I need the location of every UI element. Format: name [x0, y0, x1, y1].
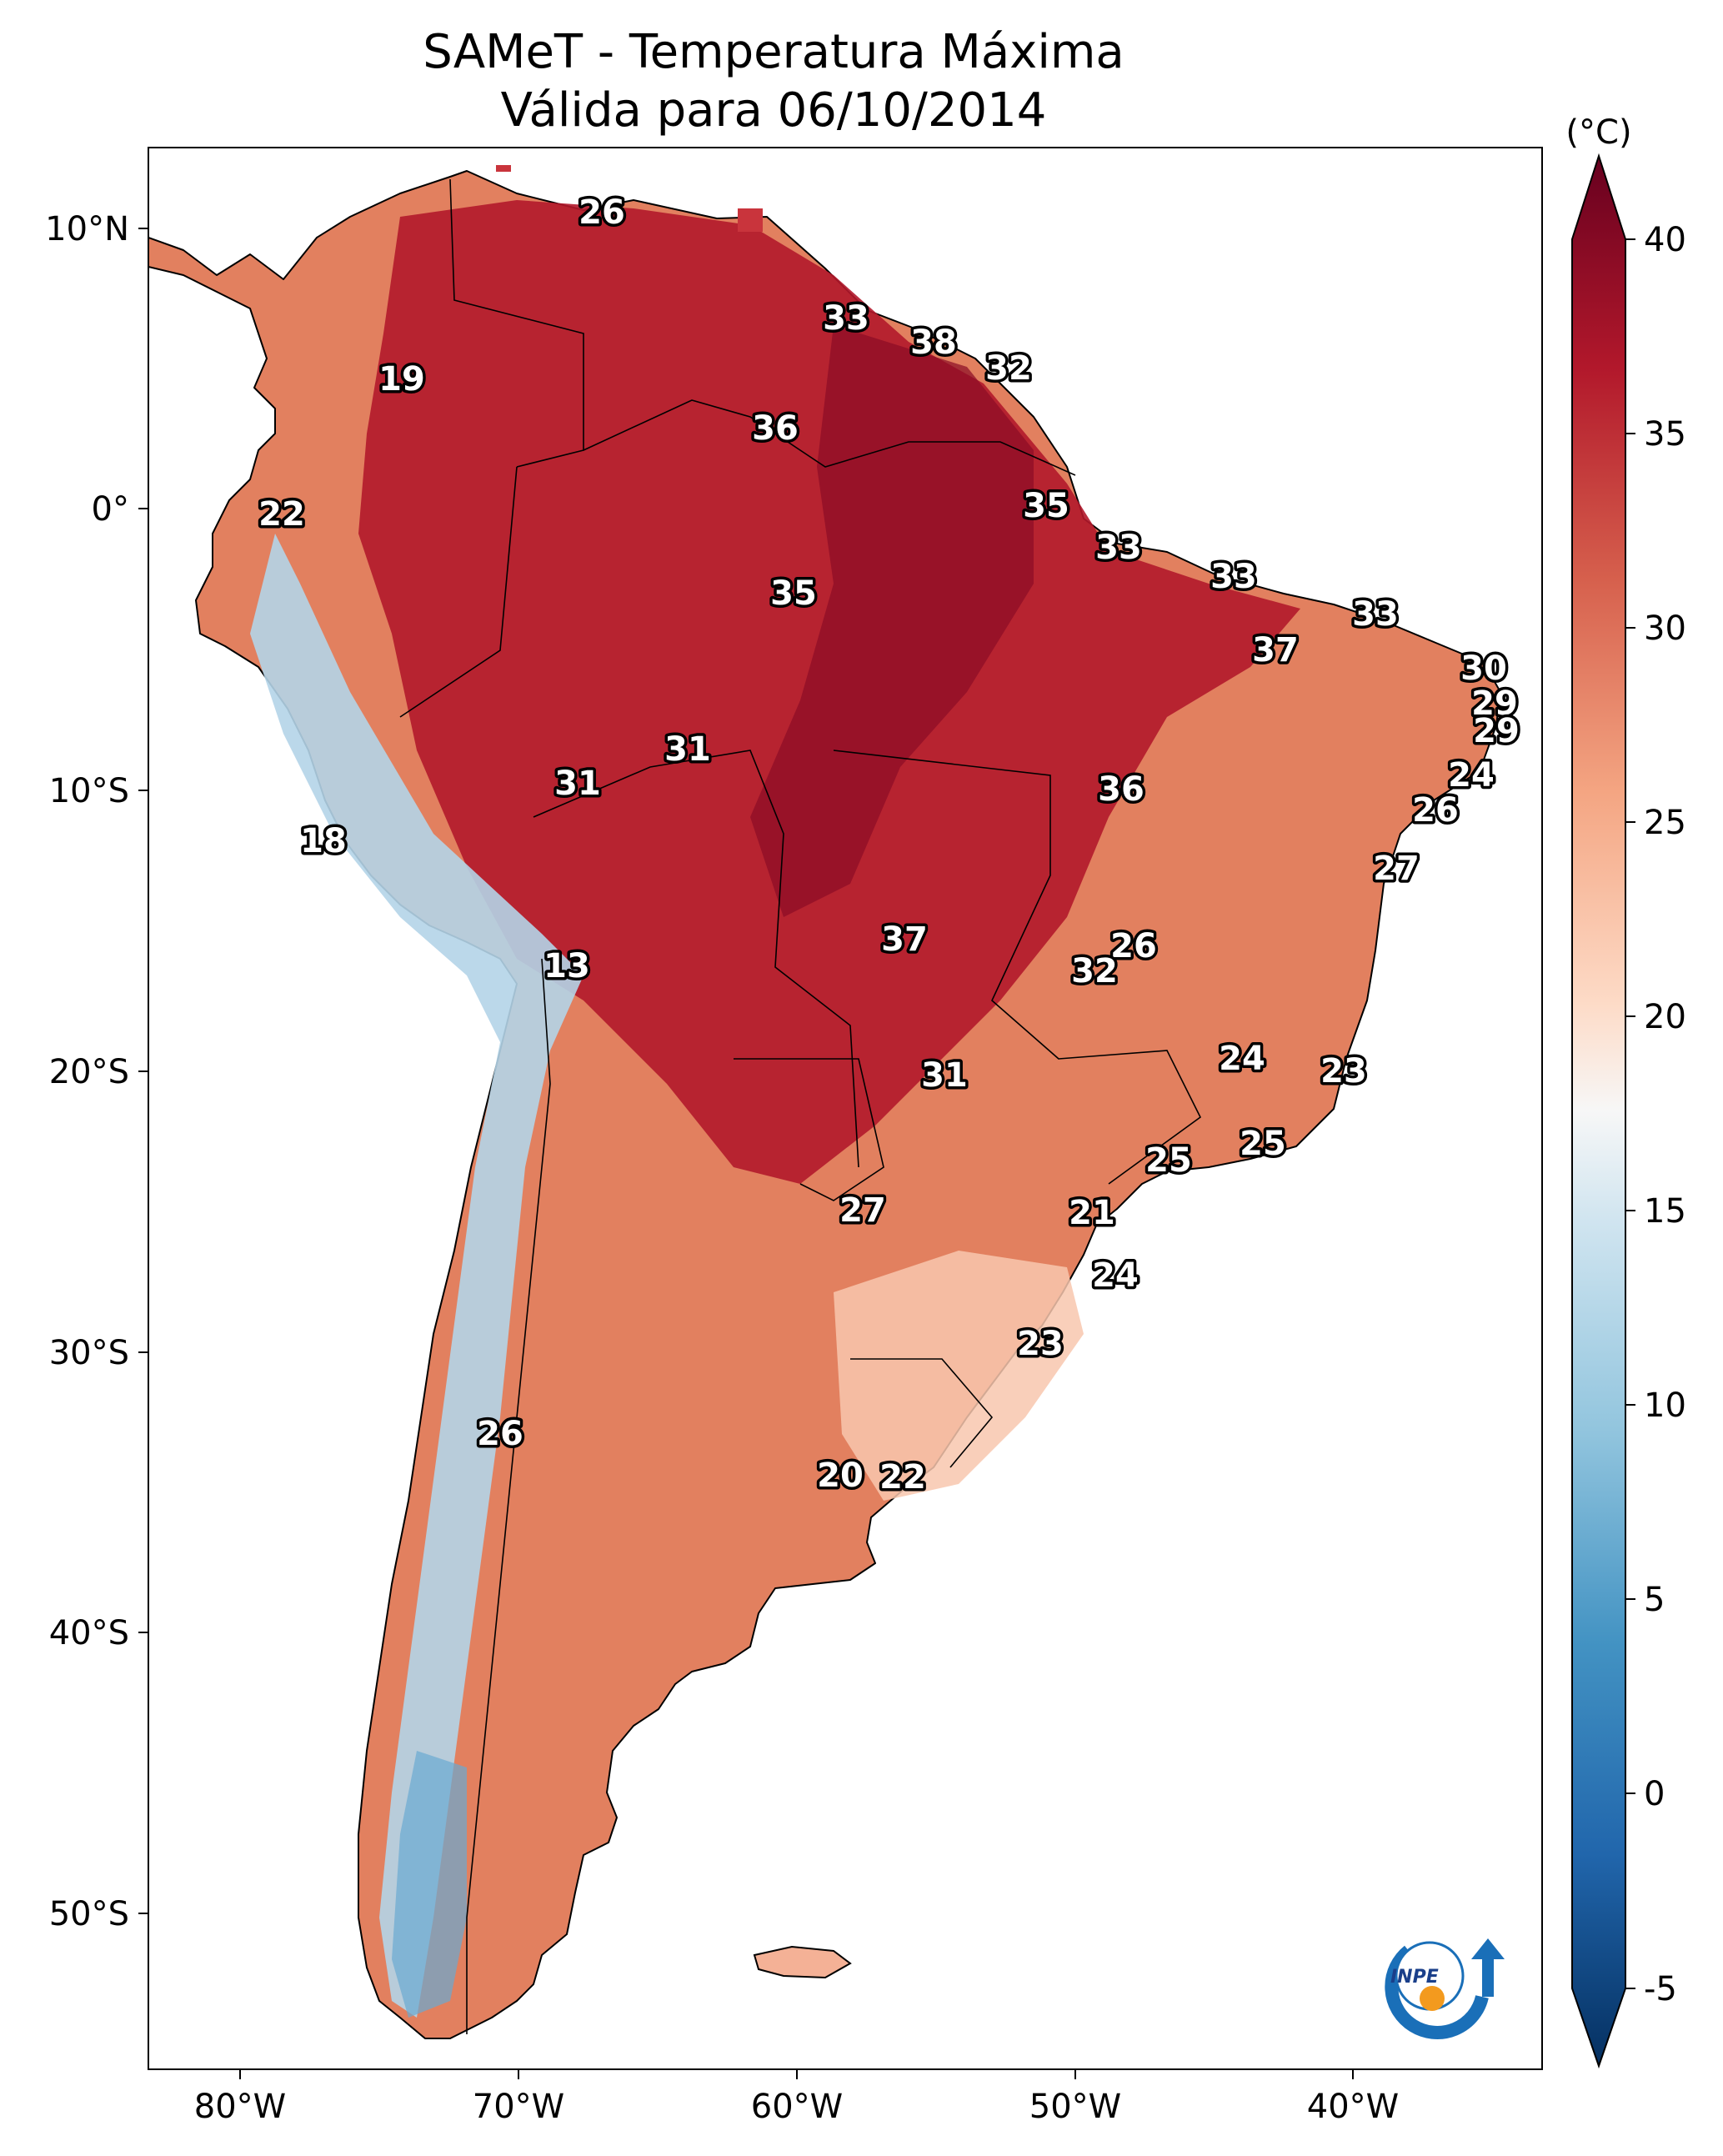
station-values: 26 33 38 32 19 36 22 35 33 35 33 33 37 3…	[256, 191, 1523, 1500]
colorbar-unit: (°C)	[1565, 113, 1631, 152]
lat-label: 0°	[92, 490, 129, 529]
station-value: 26	[477, 1415, 523, 1453]
station-value: 36	[752, 409, 799, 448]
colorbar-tick-label: 20	[1644, 998, 1686, 1036]
lon-label: 40°W	[1307, 2088, 1399, 2126]
station-value: 24	[1448, 756, 1495, 795]
border-argentina-chile	[466, 958, 551, 2034]
border-paraguay	[734, 1058, 884, 1201]
station-value: 37	[1252, 631, 1299, 669]
border-bolivia	[533, 750, 859, 1168]
lat-label: 40°S	[49, 1614, 129, 1652]
trinidad-island	[738, 208, 763, 232]
station-value: 21	[1069, 1194, 1115, 1232]
border-peru-brazil	[399, 466, 518, 718]
colorbar-tick-label: 15	[1644, 1192, 1686, 1231]
logo-sun-dot	[1420, 1986, 1445, 2011]
station-value: 29	[1471, 684, 1518, 723]
lon-label: 80°W	[194, 2088, 286, 2126]
colorbar-tick-label: 30	[1644, 609, 1686, 648]
border-colombia-venezuela	[449, 178, 584, 468]
station-value: 22	[258, 495, 305, 534]
lon-label: 60°W	[751, 2088, 843, 2126]
colorbar-tick-label: 0	[1644, 1775, 1665, 1813]
title-line-2: Válida para 06/10/2014	[500, 83, 1047, 138]
colorbar-ticks	[1625, 238, 1635, 1989]
station-value: 30	[1460, 649, 1507, 688]
station-value: 20	[817, 1457, 864, 1495]
station-value: 31	[664, 730, 711, 769]
title-line-1: SAMeT - Temperatura Máxima	[423, 25, 1124, 79]
border-brazil-north	[583, 399, 1076, 476]
lon-labels: 80°W 70°W 60°W 50°W 40°W	[194, 2088, 1399, 2126]
station-value: 32	[985, 349, 1032, 388]
station-value: 26	[1412, 791, 1459, 830]
andes-cold-zone	[250, 534, 584, 2018]
aruba-island	[496, 165, 511, 172]
station-value: 33	[1210, 558, 1257, 596]
station-value: 27	[839, 1191, 886, 1230]
station-value: 26	[579, 193, 625, 232]
station-value: 35	[770, 574, 817, 613]
station-value: 13	[543, 947, 590, 985]
hot-core	[750, 325, 1034, 917]
station-value: 24	[1219, 1040, 1265, 1078]
logo-arrow-icon	[1471, 1938, 1505, 1997]
station-value: 35	[1023, 487, 1069, 525]
lon-label: 70°W	[473, 2088, 564, 2126]
colorbar-tick-label: 35	[1644, 415, 1686, 454]
southern-mild-zone	[834, 1251, 1084, 1501]
station-value: 36	[1098, 770, 1144, 809]
logo-arc	[1385, 1945, 1489, 2039]
colorbar-tick-label: 10	[1644, 1386, 1686, 1425]
lat-label: 10°S	[49, 772, 129, 810]
lat-label: 10°N	[45, 210, 129, 248]
colorbar-tick-label: -5	[1644, 1970, 1677, 2008]
colorbar: (°C) 40 35 30 25 20 15 10 5 0 -5	[1565, 113, 1686, 2069]
station-value: 38	[910, 323, 957, 362]
lat-label: 20°S	[49, 1053, 129, 1091]
colorbar-tick-label: 40	[1644, 221, 1686, 259]
station-value: 29	[1473, 712, 1520, 750]
station-value: 26	[1110, 927, 1157, 965]
station-value: 33	[823, 299, 869, 338]
station-value: 19	[378, 360, 425, 399]
colorbar-body	[1571, 153, 1626, 2069]
station-value: 32	[1071, 952, 1118, 990]
station-value: 23	[1320, 1052, 1367, 1091]
lat-label: 50°S	[49, 1895, 129, 1933]
map-frame	[148, 147, 1543, 2070]
station-value: 27	[1373, 850, 1420, 888]
station-value: 31	[554, 765, 601, 803]
falkland-islands	[753, 1945, 852, 1979]
border-uruguay	[850, 1358, 994, 1468]
lon-label: 50°W	[1029, 2088, 1121, 2126]
logo-text: INPE	[1390, 1967, 1439, 1988]
station-value: 25	[1240, 1125, 1286, 1163]
country-borders	[399, 178, 1202, 2034]
lat-label: 30°S	[49, 1334, 129, 1372]
patagonia-cold-zone	[392, 1751, 467, 2018]
border-brazil-states	[833, 750, 1202, 1185]
lat-labels: 10°N 0° 10°S 20°S 30°S 40°S 50°S	[45, 210, 129, 1933]
station-value: 33	[1095, 529, 1142, 567]
station-value: 24	[1092, 1256, 1139, 1295]
lon-ticks	[239, 2069, 1354, 2079]
station-value: 37	[881, 920, 928, 959]
station-value: 25	[1145, 1141, 1192, 1180]
colorbar-tick-label: 25	[1644, 804, 1686, 842]
continent	[148, 165, 1501, 2039]
station-value: 23	[1017, 1325, 1064, 1363]
station-value: 18	[300, 822, 347, 860]
station-value: 33	[1352, 595, 1399, 634]
inpe-logo: INPE	[1385, 1938, 1505, 2039]
station-value: 22	[879, 1458, 926, 1497]
lat-ticks	[138, 228, 148, 1914]
station-value: 31	[921, 1056, 968, 1095]
map-title: SAMeT - Temperatura Máxima Válida para 0…	[0, 23, 1547, 140]
colorbar-tick-label: 5	[1644, 1581, 1665, 1619]
